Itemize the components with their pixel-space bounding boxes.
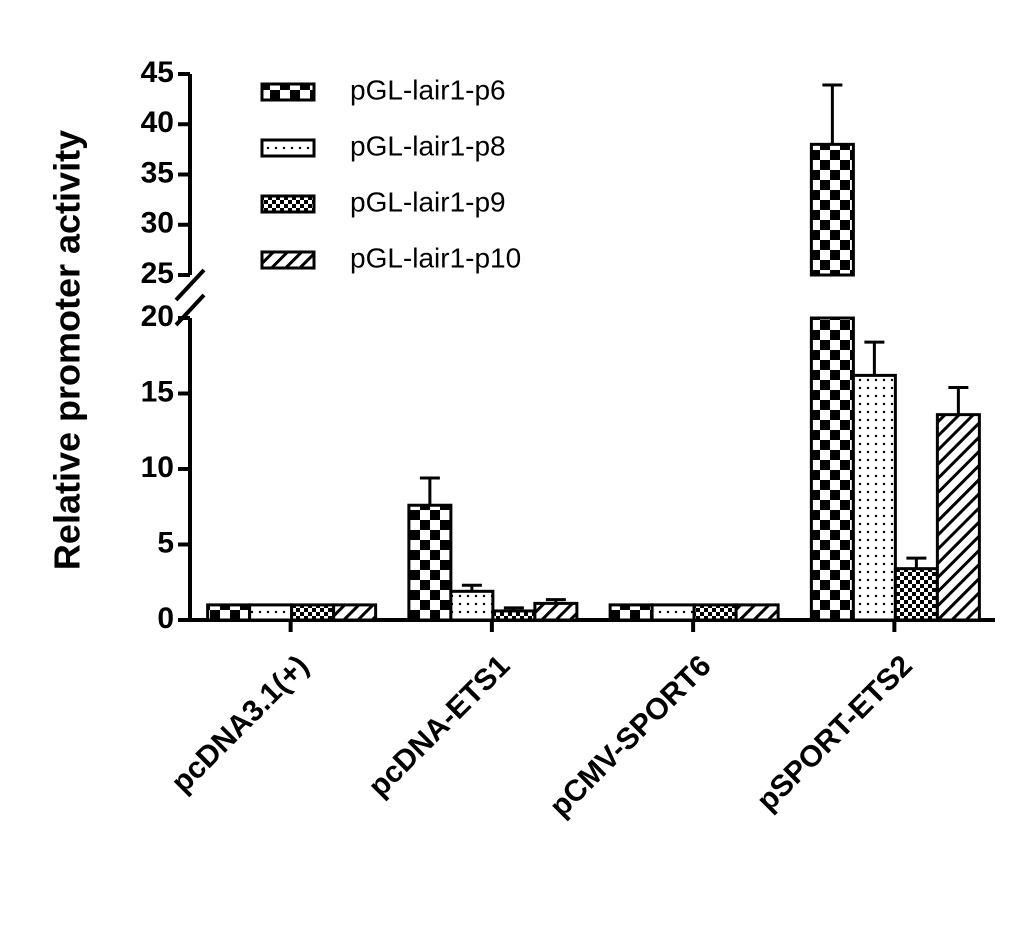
legend-swatch: [260, 138, 316, 158]
legend-swatch: [260, 82, 316, 102]
bar: [809, 142, 855, 277]
y-tick-label: 25: [141, 257, 174, 290]
bar: [893, 567, 939, 622]
error-bar: [906, 556, 927, 569]
bar: [692, 603, 738, 622]
legend-swatch: [260, 250, 316, 270]
x-tick-label: pCMV-SPORT6: [543, 649, 717, 823]
legend-label: pGL-lair1-p9: [350, 186, 506, 217]
legend-swatch: [260, 194, 316, 214]
x-tick-label: pSPORT-ETS2: [751, 649, 919, 817]
y-tick-label: 5: [157, 526, 174, 559]
y-tick-label: 20: [141, 300, 174, 333]
y-tick-label: 30: [141, 207, 174, 240]
bar: [491, 609, 537, 622]
y-tick-label: 15: [141, 375, 174, 408]
x-tick-label: pcDNA-ETS1: [362, 649, 516, 803]
y-axis-title: Relative promoter activity: [47, 130, 88, 570]
bar: [734, 603, 780, 622]
bar: [809, 316, 855, 622]
bar: [248, 603, 294, 622]
bar: [608, 603, 654, 622]
bar: [449, 589, 495, 622]
bar: [290, 603, 336, 622]
bar: [407, 503, 453, 622]
y-tick-label: 0: [157, 602, 174, 635]
bar: [935, 413, 981, 622]
legend-label: pGL-lair1-p8: [350, 130, 506, 161]
x-tick-label: pcDNA3.1(+): [165, 649, 315, 799]
y-tick-label: 35: [141, 156, 174, 189]
bar: [533, 601, 579, 622]
y-tick-label: 40: [141, 106, 174, 139]
error-bar: [864, 340, 885, 376]
error-bar: [419, 476, 440, 506]
bar: [650, 603, 696, 622]
legend-label: pGL-lair1-p10: [350, 242, 521, 273]
bar: [206, 603, 252, 622]
bar: [851, 373, 897, 622]
y-tick-label: 45: [141, 56, 174, 89]
bar: [332, 603, 378, 622]
y-tick-label: 10: [141, 451, 174, 484]
error-bar: [948, 385, 969, 415]
error-bar: [822, 83, 843, 145]
legend-label: pGL-lair1-p6: [350, 74, 506, 105]
